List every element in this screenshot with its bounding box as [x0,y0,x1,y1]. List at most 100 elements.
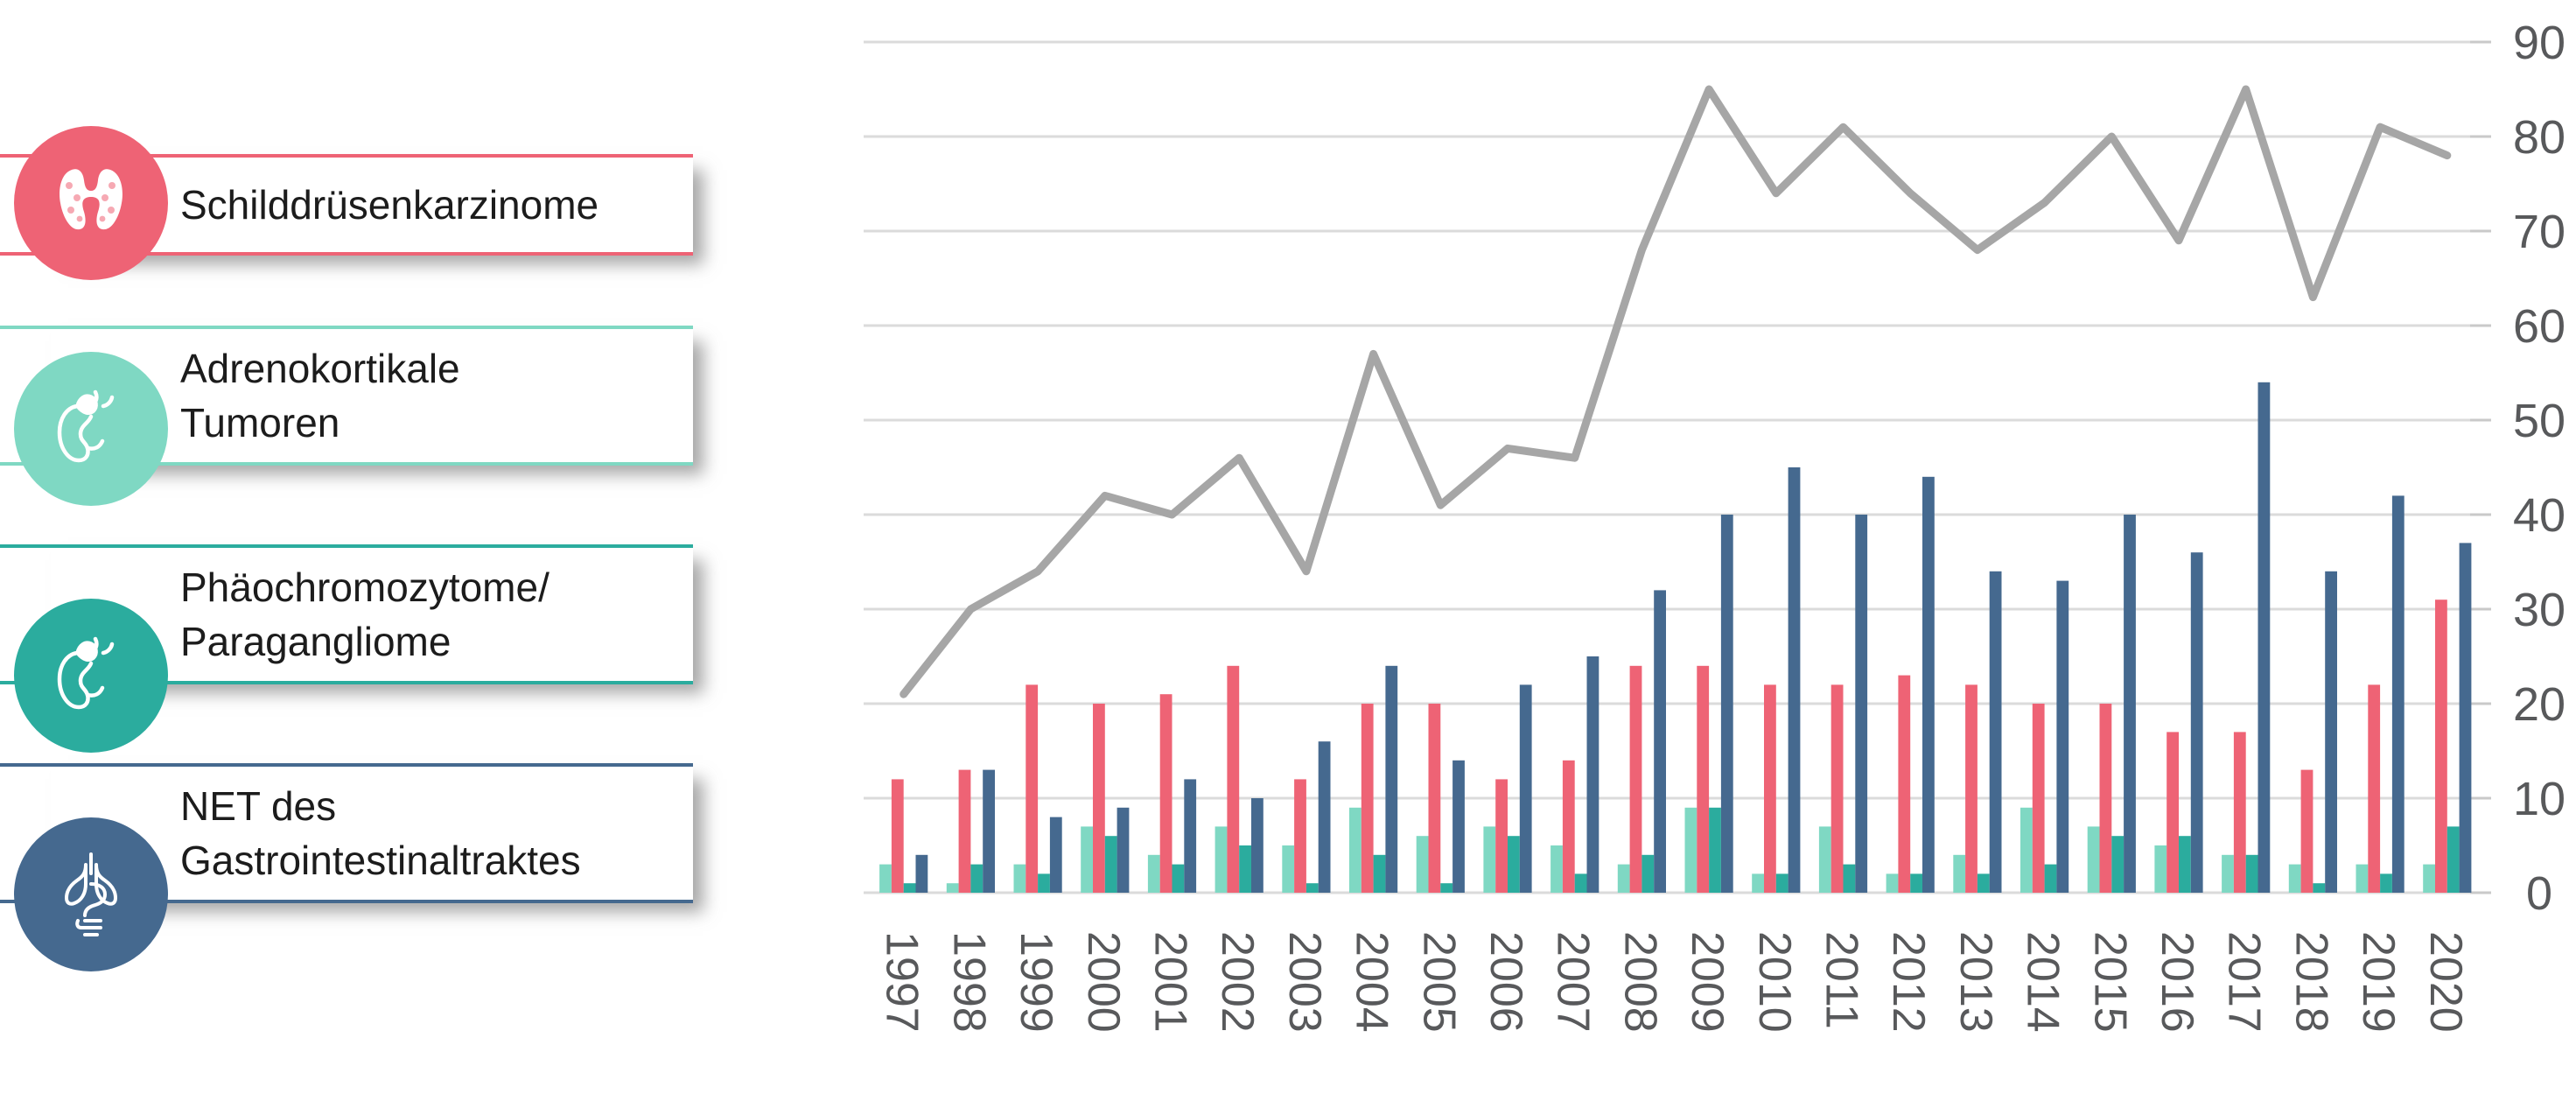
y-axis-label: 40 [2513,489,2566,542]
bar-Adrenokortikale Tumoren-2020 [2423,864,2435,893]
bar-Adrenokortikale Tumoren-2015 [2087,826,2100,893]
bar-NET des Gastrointestinaltraktes-2016 [2190,552,2203,893]
legend-card-top-rule [0,326,693,329]
bar-Schilddrüsenkarzinome-2018 [2300,769,2314,893]
bar-Phäochromozytome/Paragangliome-2010 [1775,873,1788,893]
x-axis-label: 2008 [1614,931,1665,1033]
legend-label: NET des Gastrointestinaltraktes [180,763,581,903]
adrenal-kidney-icon [14,599,168,753]
x-axis-label: 2002 [1212,931,1263,1033]
x-axis-label: 2019 [2353,931,2404,1033]
bar-Phäochromozytome/Paragangliome-2015 [2111,836,2124,893]
x-axis-label: 2007 [1548,931,1599,1033]
bar-Adrenokortikale Tumoren-1997 [879,864,892,893]
bar-Phäochromozytome/Paragangliome-2001 [1172,864,1185,893]
bar-Adrenokortikale Tumoren-1999 [1013,864,1026,893]
legend-card-bottom-rule [0,252,693,256]
bar-Schilddrüsenkarzinome-2006 [1495,779,1508,893]
bar-Phäochromozytome/Paragangliome-2005 [1440,883,1453,893]
y-axis-label: 90 [2513,17,2566,69]
bar-Phäochromozytome/Paragangliome-2014 [2044,864,2057,893]
bar-NET des Gastrointestinaltraktes-2000 [1116,807,1130,893]
legend-card-top-rule [0,154,693,158]
bar-NET des Gastrointestinaltraktes-2018 [2325,571,2337,893]
y-axis-label: 70 [2513,206,2566,258]
bar-Phäochromozytome/Paragangliome-2012 [1910,873,1922,893]
bar-Phäochromozytome/Paragangliome-2009 [1709,807,1721,893]
x-axis-label: 2014 [2018,931,2068,1033]
bar-Adrenokortikale Tumoren-2001 [1147,854,1160,893]
bar-Schilddrüsenkarzinome-2019 [2368,684,2381,893]
bar-Schilddrüsenkarzinome-1999 [1026,684,1039,893]
x-axis-label: 2006 [1480,931,1531,1033]
bar-Schilddrüsenkarzinome-2020 [2435,600,2447,893]
legend: Schilddrüsenkarzinome Adrenokortikale Tum… [0,0,726,1101]
legend-label: Schilddrüsenkarzinome [180,154,598,256]
bar-NET des Gastrointestinaltraktes-1998 [983,769,995,893]
y-axis-label: 30 [2513,584,2566,636]
bar-Phäochromozytome/Paragangliome-2019 [2380,873,2392,893]
y-axis-label: 20 [2513,678,2566,731]
bar-Phäochromozytome/Paragangliome-1997 [903,883,916,893]
x-axis-label: 2003 [1279,931,1330,1033]
bar-NET des Gastrointestinaltraktes-2020 [2459,543,2472,893]
bar-NET des Gastrointestinaltraktes-2004 [1385,665,1398,893]
bar-Phäochromozytome/Paragangliome-2000 [1104,836,1117,893]
bar-Adrenokortikale Tumoren-2003 [1282,845,1295,893]
bar-Schilddrüsenkarzinome-2008 [1629,665,1642,893]
legend-card-bottom-rule [0,681,693,684]
bar-NET des Gastrointestinaltraktes-2002 [1251,798,1264,893]
bar-Phäochromozytome/Paragangliome-2006 [1508,836,1520,893]
bar-Adrenokortikale Tumoren-2008 [1617,864,1630,893]
bar-Adrenokortikale Tumoren-2019 [2356,864,2369,893]
legend-label-line: Adrenokortikale [180,346,460,391]
legend-item: NET des Gastrointestinaltraktes [0,763,693,971]
bar-Adrenokortikale Tumoren-2017 [2222,854,2234,893]
bar-NET des Gastrointestinaltraktes-2006 [1519,684,1532,893]
legend-label: Adrenokortikale Tumoren [180,326,460,466]
bar-NET des Gastrointestinaltraktes-2008 [1654,590,1666,893]
x-axis-label: 1997 [877,931,928,1033]
bar-Adrenokortikale Tumoren-2000 [1081,826,1093,893]
bar-NET des Gastrointestinaltraktes-2007 [1586,656,1600,893]
bar-Phäochromozytome/Paragangliome-2013 [1977,873,1990,893]
bar-Phäochromozytome/Paragangliome-2020 [2446,826,2460,893]
bar-Adrenokortikale Tumoren-2006 [1483,826,1496,893]
trend-line [900,85,2452,698]
bar-Schilddrüsenkarzinome-2016 [2166,732,2179,893]
x-axis-label: 2020 [2420,931,2471,1033]
x-axis-label: 2018 [2286,931,2336,1033]
bar-NET des Gastrointestinaltraktes-2005 [1452,760,1465,893]
y-axis-label: 50 [2513,395,2566,447]
bar-NET des Gastrointestinaltraktes-2010 [1788,467,1801,893]
x-axis-label: 2017 [2219,931,2270,1033]
bar-Phäochromozytome/Paragangliome-2007 [1574,873,1587,893]
bar-Phäochromozytome/Paragangliome-2017 [2245,854,2258,893]
legend-item: Schilddrüsenkarzinome [0,126,693,280]
x-axis-label: 2000 [1078,931,1129,1033]
y-axis-label: 80 [2513,111,2566,164]
legend-item: Adrenokortikale Tumoren [0,326,693,506]
bar-Schilddrüsenkarzinome-2003 [1294,779,1306,893]
x-axis-label: 2012 [1883,931,1934,1033]
bar-Adrenokortikale Tumoren-2005 [1416,836,1429,893]
bar-Schilddrüsenkarzinome-2017 [2233,732,2246,893]
legend-label-line: Schilddrüsenkarzinome [180,182,599,228]
bar-Schilddrüsenkarzinome-2009 [1697,665,1710,893]
bar-Phäochromozytome/Paragangliome-2003 [1306,883,1319,893]
x-axis-label: 2015 [2084,931,2135,1033]
bar-Schilddrüsenkarzinome-2015 [2099,704,2112,893]
bar-Phäochromozytome/Paragangliome-2002 [1239,845,1251,893]
bar-Phäochromozytome/Paragangliome-2011 [1843,864,1856,893]
bar-NET des Gastrointestinaltraktes-2011 [1855,515,1868,893]
bar-NET des Gastrointestinaltraktes-2014 [2056,580,2069,893]
bar-Adrenokortikale Tumoren-2009 [1684,807,1698,893]
bar-Schilddrüsenkarzinome-1997 [891,779,904,893]
bar-NET des Gastrointestinaltraktes-2013 [1989,571,2002,893]
legend-card-top-rule [0,763,693,767]
bar-Adrenokortikale Tumoren-2018 [2288,864,2301,893]
bar-Adrenokortikale Tumoren-2007 [1550,845,1563,893]
x-axis-label: 1999 [1011,931,1061,1033]
bar-NET des Gastrointestinaltraktes-2019 [2391,495,2404,893]
x-axis-label: 2004 [1347,931,1397,1033]
